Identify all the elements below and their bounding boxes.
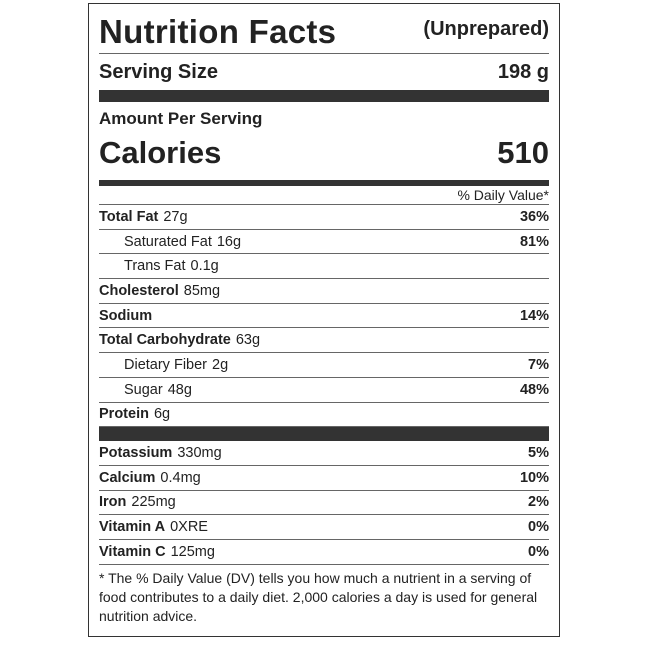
calories-value: 510 xyxy=(497,135,549,170)
nutrient-cell: Total Fat 27g xyxy=(99,209,188,225)
nutrient-row: Iron 225mg 2% xyxy=(99,491,549,516)
footnote: * The % Daily Value (DV) tells you how m… xyxy=(99,569,538,624)
nutrient-amount: 0.4mg xyxy=(160,469,201,486)
divider xyxy=(99,180,549,186)
nutrient-name: Total Carbohydrate xyxy=(99,332,231,349)
nutrient-amount: 2g xyxy=(212,356,229,373)
divider xyxy=(99,427,549,442)
serving-row: Serving Size 198 g xyxy=(99,54,549,90)
serving-value: 198 g xyxy=(497,60,549,83)
calories-label: Calories xyxy=(99,135,222,170)
nutrient-row: Vitamin C 125mg 0% xyxy=(99,540,549,565)
nutrient-amount: 0XRE xyxy=(170,519,208,536)
nutrient-cell: Cholesterol 85mg xyxy=(99,283,220,299)
amount-label: Amount Per Serving xyxy=(99,109,263,128)
daily-value: 36% xyxy=(519,208,549,225)
daily-value: 7% xyxy=(528,356,549,373)
nutrient-cell: Total Carbohydrate 63g xyxy=(99,332,260,348)
nutrient-cell: Calcium 0.4mg xyxy=(99,470,201,486)
nutrition-label: Nutrition Facts (Unprepared) Serving Siz… xyxy=(88,3,560,637)
daily-value: 81% xyxy=(519,233,549,250)
title: Nutrition Facts xyxy=(99,13,337,50)
mineral-list: Potassium 330mg 5% Calcium 0.4mg 10% Iron 225mg… xyxy=(99,441,549,565)
nutrient-name: Protein xyxy=(99,406,149,423)
nutrient-cell: Dietary Fiber 2g xyxy=(124,357,228,373)
title-row: Nutrition Facts (Unprepared) xyxy=(99,4,549,54)
nutrient-name: Total Fat xyxy=(99,208,159,225)
nutrient-amount: 6g xyxy=(153,406,171,423)
nutrient-row: Sodium 14% xyxy=(99,304,549,329)
nutrient-cell: Trans Fat 0.1g xyxy=(124,258,219,274)
nutrient-row: Cholesterol 85mg xyxy=(99,279,549,304)
nutrient-amount: 225mg xyxy=(131,494,176,511)
nutrient-name: Cholesterol xyxy=(99,282,179,299)
nutrient-row: Dietary Fiber 2g 7% xyxy=(99,353,549,378)
nutrient-row: Sugar 48g 48% xyxy=(99,378,549,403)
nutrient-row: Calcium 0.4mg 10% xyxy=(99,466,549,491)
calories-row: Calories 510 xyxy=(99,129,549,177)
nutrient-name: Iron xyxy=(99,494,127,511)
nutrient-amount: 125mg xyxy=(170,543,215,560)
nutrient-row: Potassium 330mg 5% xyxy=(99,441,549,466)
nutrient-row: Saturated Fat 16g 81% xyxy=(99,230,549,255)
nutrient-row: Protein 6g xyxy=(99,403,549,428)
nutrient-name: Dietary Fiber xyxy=(124,356,207,373)
daily-value: 0% xyxy=(528,543,549,560)
nutrient-cell: Sugar 48g xyxy=(124,382,192,398)
nutrient-amount: 16g xyxy=(216,233,242,250)
nutrient-name: Calcium xyxy=(99,469,156,486)
nutrient-amount: 63g xyxy=(235,332,261,349)
nutrient-amount: 0.1g xyxy=(190,258,219,275)
nutrient-cell: Saturated Fat 16g xyxy=(124,234,241,250)
nutrient-name: Sodium xyxy=(99,307,153,324)
daily-value: 14% xyxy=(519,307,549,324)
nutrient-amount: 27g xyxy=(163,208,188,225)
daily-value: 2% xyxy=(528,494,549,511)
nutrient-row: Total Carbohydrate 63g xyxy=(99,328,549,354)
nutrient-cell: Iron 225mg xyxy=(99,494,176,510)
serving-label: Serving Size xyxy=(99,60,218,83)
subtitle: (Unprepared) xyxy=(423,18,549,40)
nutrient-name: Potassium xyxy=(99,445,173,462)
nutrient-cell: Potassium 330mg xyxy=(99,445,222,461)
nutrient-amount: 85mg xyxy=(183,282,221,299)
nutrient-amount: 330mg xyxy=(177,445,222,462)
divider xyxy=(99,90,549,102)
nutrient-row: Total Fat 27g 36% xyxy=(99,205,549,230)
nutrient-cell: Vitamin C 125mg xyxy=(99,544,215,560)
nutrient-name: Sugar xyxy=(124,381,163,398)
nutrient-cell: Vitamin A 0XRE xyxy=(99,519,208,535)
nutrient-cell: Sodium xyxy=(99,308,152,324)
nutrient-list: Total Fat 27g 36% Saturated Fat 16g 81% Trans … xyxy=(99,205,549,428)
nutrient-name: Saturated Fat xyxy=(124,233,212,250)
nutrient-name: Trans Fat xyxy=(124,258,186,275)
dv-header: % Daily Value* xyxy=(99,186,549,205)
daily-value: 5% xyxy=(528,445,549,462)
daily-value: 0% xyxy=(528,519,549,536)
nutrient-amount: 48g xyxy=(167,381,192,398)
nutrient-row: Vitamin A 0XRE 0% xyxy=(99,515,549,540)
nutrient-name: Vitamin A xyxy=(99,519,166,536)
daily-value: 48% xyxy=(519,381,549,398)
daily-value: 10% xyxy=(519,469,549,486)
nutrient-name: Vitamin C xyxy=(99,543,166,560)
nutrient-row: Trans Fat 0.1g xyxy=(99,254,549,280)
nutrient-cell: Protein 6g xyxy=(99,406,170,422)
